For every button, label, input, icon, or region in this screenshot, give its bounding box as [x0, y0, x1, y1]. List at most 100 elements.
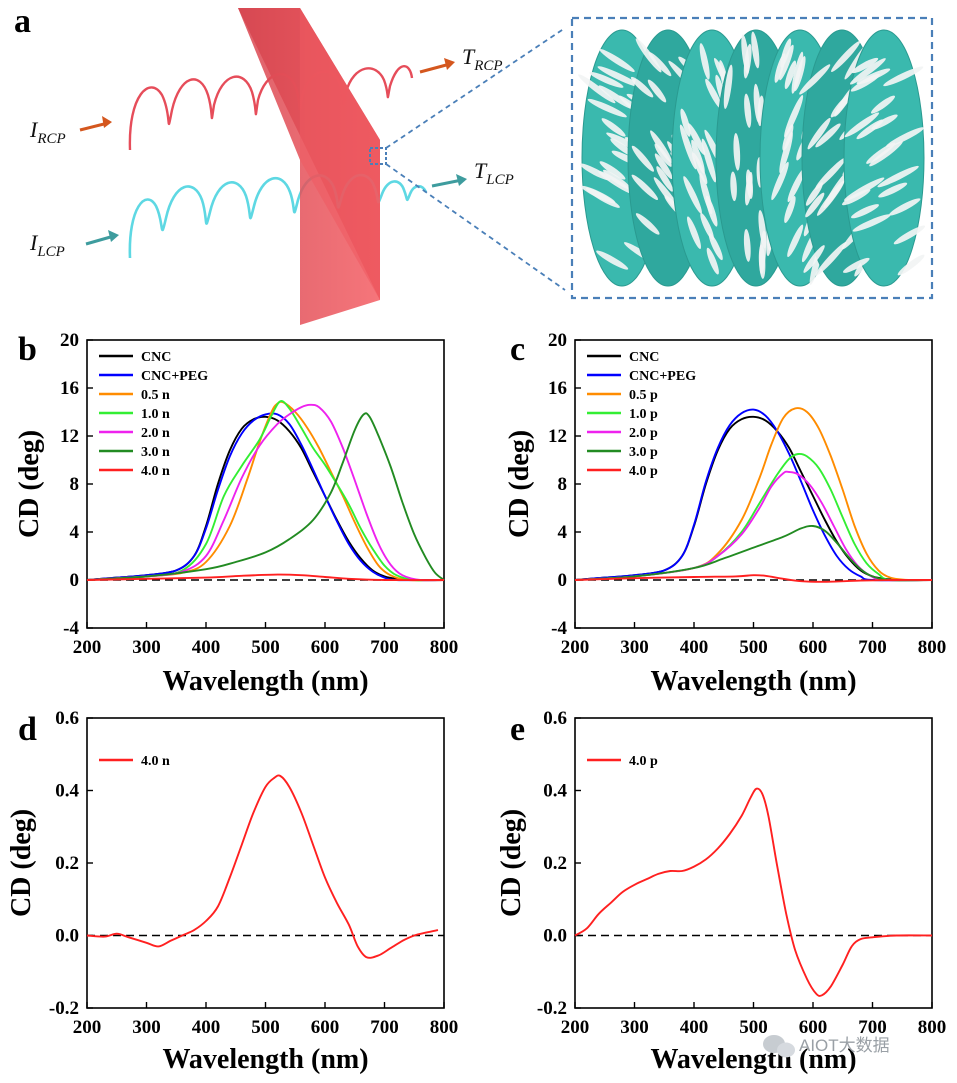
cnc-rod	[630, 76, 654, 98]
cnc-rod	[814, 157, 847, 190]
cnc-rod	[599, 49, 635, 72]
cnc-rod	[598, 85, 634, 110]
label-i-lcp: ILCP	[29, 230, 65, 260]
cnc-rod	[700, 213, 714, 241]
series-line-2-0-n	[86, 403, 445, 582]
x-axis-title: Wavelength (nm)	[162, 1044, 368, 1075]
legend-label: 1.0 n	[141, 407, 170, 422]
cnc-rod	[706, 247, 719, 275]
legend-label: CNC+PEG	[629, 369, 696, 384]
series-line-3-0-n	[86, 412, 445, 581]
cnc-rod	[791, 51, 804, 94]
cnc-rod	[656, 166, 674, 192]
cnc-rod	[705, 78, 723, 110]
cnc-rod	[883, 66, 924, 87]
cnc-rod	[743, 228, 751, 262]
y-tick-label: 0	[70, 570, 80, 591]
cnc-rod	[787, 168, 805, 203]
y-tick-label: 8	[70, 474, 80, 495]
x-tick-label: 400	[192, 1017, 221, 1038]
cnc-rod	[787, 224, 804, 258]
x-tick-label: 300	[132, 1017, 161, 1038]
cnc-rod	[589, 71, 624, 88]
legend-label: 2.0 n	[141, 426, 170, 441]
cnc-rod	[687, 123, 706, 156]
series-line-4-0-p	[574, 574, 933, 583]
cnc-rod	[803, 245, 825, 273]
panel-letter-d: d	[18, 711, 37, 748]
cnc-rod	[784, 196, 796, 223]
x-tick-label: 800	[430, 637, 459, 658]
legend-label: 3.0 n	[141, 445, 170, 460]
zoom-source-box	[369, 147, 387, 165]
cnc-rod	[815, 241, 847, 276]
series-line-cnc-peg	[574, 408, 933, 582]
y-tick-label: 16	[548, 378, 567, 399]
cnc-rod	[647, 79, 667, 103]
x-tick-label: 700	[858, 637, 887, 658]
x-axis-title: Wavelength (nm)	[162, 666, 368, 697]
cnc-rod	[601, 118, 626, 137]
cnc-rod	[744, 171, 753, 206]
label-i-rcp: IRCP	[29, 117, 66, 147]
y-tick-label: 12	[548, 426, 567, 447]
cnc-rod	[730, 171, 737, 202]
y-tick-label: 4	[70, 522, 80, 543]
i-lcp-arrow	[85, 230, 119, 246]
y-axis-title: CD (deg)	[14, 430, 45, 538]
y-tick-label: 8	[558, 474, 568, 495]
y-tick-label: -4	[551, 618, 567, 639]
zoom-guide-top	[385, 27, 566, 149]
t-lcp-arrow	[431, 174, 467, 188]
x-tick-label: 800	[918, 637, 947, 658]
cnc-rod	[774, 53, 786, 83]
x-tick-label: 300	[132, 637, 161, 658]
zoom-guide-bottom	[385, 163, 566, 291]
x-tick-label: 400	[192, 637, 221, 658]
series-line-cnc	[86, 415, 445, 582]
x-axis-title: Wavelength (nm)	[650, 1044, 856, 1075]
legend-label: 3.0 p	[629, 445, 658, 460]
cnc-rod	[635, 38, 662, 73]
series-line-cnc	[574, 415, 933, 582]
chart-e: e 200 300 400 500 600 700 800 -0.2 0.0 0.2 0.4 0.6 Wa…	[496, 708, 946, 1075]
legend: 4.0 p	[587, 754, 658, 769]
cnc-rod	[878, 182, 908, 198]
y-tick-label: 4	[558, 522, 568, 543]
cnc-rod	[683, 176, 702, 214]
panel-a: a IRCP TRCP ILCP TLCP	[14, 3, 934, 325]
series-line-2-0-p	[574, 470, 933, 582]
chart-c: c 200 300 400 500 600 700 800 -4 0 4 8 12 16 20 Wavelen…	[504, 330, 946, 697]
legend-label: 0.5 n	[141, 388, 170, 403]
y-tick-label: -0.2	[49, 998, 79, 1019]
x-tick-label: 500	[251, 637, 280, 658]
series-line-1-0-n	[86, 400, 445, 582]
cnc-rod	[654, 143, 672, 167]
cnc-rod	[723, 64, 733, 110]
cnc-rod	[686, 216, 702, 249]
cnc-rod	[841, 189, 871, 206]
cnc-rod	[597, 66, 641, 87]
x-tick-label: 700	[370, 637, 399, 658]
label-t-lcp: TLCP	[474, 158, 514, 188]
cnc-rod	[851, 57, 879, 74]
y-tick-label: 0.6	[543, 708, 567, 729]
panel-letter-b: b	[18, 331, 37, 368]
cnc-chiral-nematic-layers	[578, 29, 926, 287]
cnc-rod	[691, 152, 708, 185]
x-tick-label: 200	[561, 1017, 590, 1038]
panel-letter-e: e	[510, 711, 525, 748]
cnc-rod	[648, 52, 672, 77]
cnc-rod	[856, 68, 891, 85]
y-tick-label: -0.2	[537, 998, 567, 1019]
cnc-rod	[889, 198, 921, 216]
legend-label: CNC	[141, 350, 171, 365]
y-tick-label: 0	[558, 570, 568, 591]
cnc-rod	[871, 114, 898, 130]
cnc-rod	[831, 40, 861, 73]
cnc-rod	[599, 161, 626, 180]
cnc-rod	[885, 127, 925, 148]
cnc-rod	[869, 141, 903, 167]
wechat-icon	[763, 1035, 795, 1058]
cnc-rod	[779, 44, 794, 81]
